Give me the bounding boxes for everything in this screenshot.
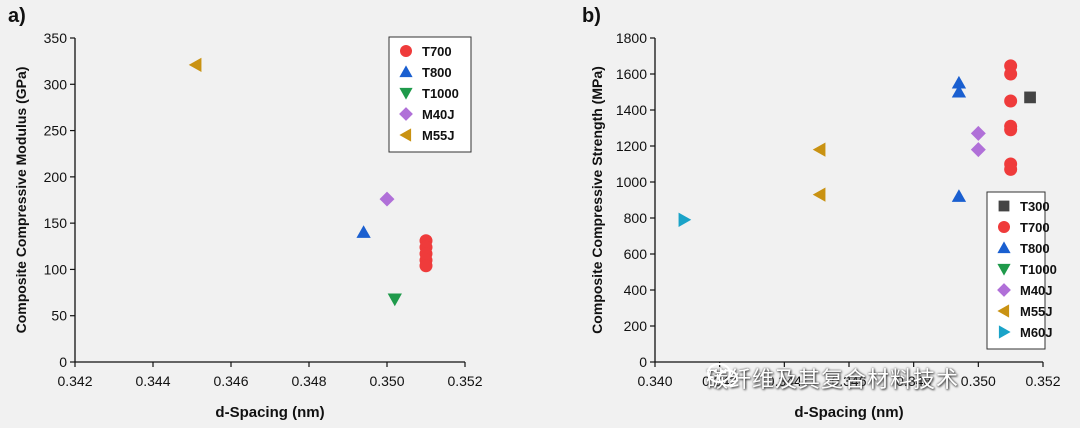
legend-label-m55j: M55J xyxy=(422,128,455,143)
legend-label-m60j: M60J xyxy=(1020,325,1053,340)
legend-label-t300: T300 xyxy=(1020,199,1050,214)
x-tick-label: 0.350 xyxy=(369,373,404,389)
x-tick-label: 0.340 xyxy=(637,373,672,389)
legend-box xyxy=(986,191,1046,350)
legend-marker-t700 xyxy=(998,221,1010,233)
y-tick-label: 250 xyxy=(44,123,68,139)
point-t300 xyxy=(1024,91,1036,104)
chart-panel-2: b) 0 200 400 600 800 1000 1200 1400 1600 1800 0.340… xyxy=(582,5,1061,421)
point-t700 xyxy=(1004,162,1018,176)
y-tick-label: 100 xyxy=(44,261,68,277)
y-tick-label: 1200 xyxy=(616,138,647,154)
legend-label-t800: T800 xyxy=(422,65,452,80)
y-tick-label: 200 xyxy=(624,318,648,334)
watermark: 碳纤维及其复合材料技术 xyxy=(706,362,959,394)
legend-marker-m55j xyxy=(997,304,1010,318)
watermark-text: 碳纤维及其复合材料技术 xyxy=(706,368,960,393)
point-t700 xyxy=(419,259,433,273)
x-tick-label: 0.348 xyxy=(896,373,931,389)
point-t700 xyxy=(1004,67,1018,81)
x-tick-label: 0.352 xyxy=(447,373,482,389)
point-t1000 xyxy=(387,293,402,307)
legend-marker-t800 xyxy=(399,65,413,78)
y-axis-title: Composite Compressive Strength (MPa) xyxy=(589,66,605,334)
legend-box xyxy=(388,36,472,153)
x-axis-title: d-Spacing (nm) xyxy=(794,404,903,421)
y-tick-label: 1400 xyxy=(616,102,647,118)
y-tick-label: 1800 xyxy=(616,30,647,46)
point-t800 xyxy=(356,225,371,238)
legend-label-t800: T800 xyxy=(1020,241,1050,256)
y-tick-label: 200 xyxy=(44,169,68,185)
legend-label-t700: T700 xyxy=(1020,220,1050,235)
x-axis-title: d-Spacing (nm) xyxy=(215,404,324,421)
legend: T700 T800 T1000 M40J M55J xyxy=(388,36,472,153)
y-tick-label: 600 xyxy=(624,246,648,262)
y-tick-label: 400 xyxy=(624,282,648,298)
x-tick-label: 0.350 xyxy=(961,373,996,389)
y-tick-label: 1000 xyxy=(616,174,647,190)
legend-marker-t800 xyxy=(997,241,1011,254)
legend-marker-m40j xyxy=(997,283,1011,297)
legend-marker-t1000 xyxy=(997,263,1011,276)
panel-label: a) xyxy=(8,5,26,27)
legend-label-m40j: M40J xyxy=(422,107,455,122)
legend-marker-t300 xyxy=(998,200,1010,212)
x-tick-label: 0.342 xyxy=(57,373,92,389)
y-tick-label: 50 xyxy=(51,308,67,324)
legend-marker-m40j xyxy=(399,107,413,121)
x-tick-label: 0.346 xyxy=(213,373,248,389)
legend-marker-m55j xyxy=(399,128,412,142)
point-t800 xyxy=(951,75,967,89)
x-tick-label: 0.344 xyxy=(135,373,170,389)
point-m55j xyxy=(812,142,826,157)
y-tick-label: 1600 xyxy=(616,66,647,82)
x-tick-label: 0.344 xyxy=(767,373,802,389)
legend-label-t1000: T1000 xyxy=(422,86,459,101)
legend-label-m55j: M55J xyxy=(1020,304,1053,319)
point-m60j xyxy=(678,212,692,227)
point-m40j xyxy=(970,125,986,141)
point-m40j xyxy=(379,191,395,207)
x-tick-label: 0.352 xyxy=(1025,373,1060,389)
x-tick-label: 0.348 xyxy=(291,373,326,389)
y-tick-label: 800 xyxy=(624,210,648,226)
legend-label-m40j: M40J xyxy=(1020,283,1053,298)
legend: T300 T700 T800 T1000 M40J M55J M60J xyxy=(986,191,1057,350)
y-axis-title: Composite Compressive Modulus (GPa) xyxy=(13,67,29,334)
chart-panel-1: a) 0 50 100 150 200 250 300 350 0.342 0.344 0.346 0.… xyxy=(8,5,483,421)
point-t800 xyxy=(951,84,967,98)
y-tick-label: 350 xyxy=(44,30,68,46)
legend-label-t1000: T1000 xyxy=(1020,262,1057,277)
y-tick-label: 0 xyxy=(639,354,647,370)
point-m55j xyxy=(188,57,202,72)
y-tick-label: 150 xyxy=(44,215,68,231)
y-tick-label: 300 xyxy=(44,76,68,92)
point-t700 xyxy=(1004,94,1018,108)
point-m55j xyxy=(812,187,826,202)
legend-marker-t1000 xyxy=(399,87,413,100)
point-t800 xyxy=(951,189,967,202)
legend-marker-m60j xyxy=(998,325,1011,339)
point-t700 xyxy=(1004,123,1018,137)
panel-label: b) xyxy=(582,5,601,27)
legend-label-t700: T700 xyxy=(422,44,452,59)
y-tick-label: 0 xyxy=(59,354,67,370)
point-m40j xyxy=(970,142,986,158)
x-tick-label: 0.346 xyxy=(831,373,866,389)
legend-marker-t700 xyxy=(400,45,412,57)
wechat-icon xyxy=(707,363,738,387)
